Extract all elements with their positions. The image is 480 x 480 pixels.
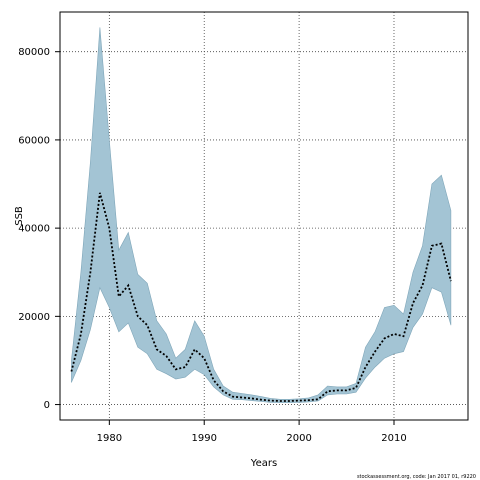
y-axis-title: SSB <box>14 206 25 226</box>
x-tick-label: 2000 <box>286 433 311 444</box>
plot-frame <box>59 11 469 421</box>
confidence-band <box>71 27 452 403</box>
x-axis: 1980 1990 2000 2010 <box>97 420 407 444</box>
y-tick-label: 80000 <box>18 47 50 58</box>
y-tick-label: 40000 <box>18 224 50 235</box>
grid <box>60 12 468 420</box>
y-tick-label: 60000 <box>18 135 50 146</box>
ssb-estimate-line <box>70 192 452 402</box>
y-axis: 0 20000 40000 60000 80000 <box>18 47 60 411</box>
y-tick-label: 20000 <box>18 312 50 323</box>
x-tick-label: 2010 <box>381 433 406 444</box>
x-tick-label: 1980 <box>97 433 122 444</box>
y-tick-label: 0 <box>44 400 50 411</box>
x-tick-label: 1990 <box>191 433 216 444</box>
x-axis-title: Years <box>250 458 277 469</box>
credit-text: stockassessment.org, code: Jan 2017 01, … <box>357 474 476 480</box>
